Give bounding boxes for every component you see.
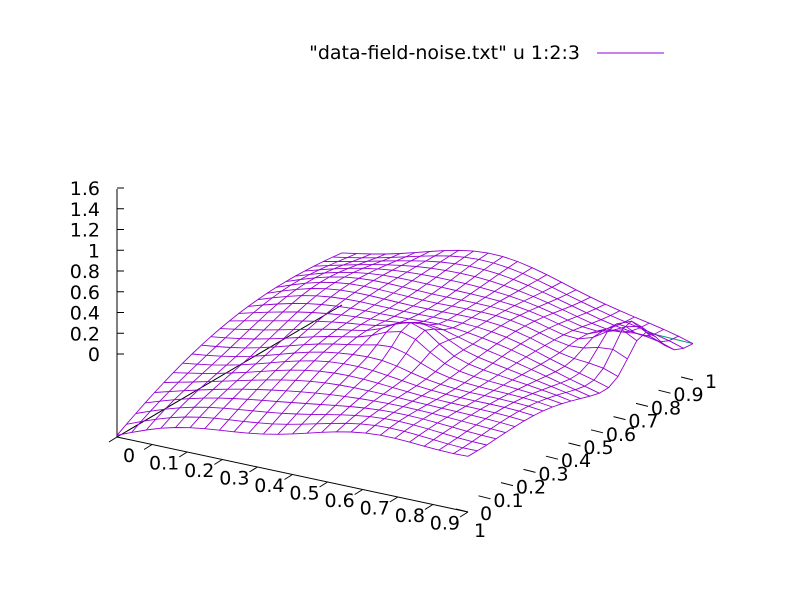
y-tick-mark [680, 376, 694, 381]
y-tick-mark [590, 429, 604, 434]
surface-line-y [201, 343, 553, 408]
tick-labels: 0 0.1 0.2 0.3 0.4 0.5 0.6 0.7 0.8 0.9 100.10.20.30… [70, 178, 717, 542]
z-tick-label: 0 [88, 344, 100, 366]
surface-line-y [182, 360, 534, 417]
z-tick-label: 0.2 [70, 323, 100, 345]
surface-line-y [238, 311, 591, 397]
surface-line-y [332, 255, 684, 349]
surface-line-y [116, 427, 469, 457]
y-tick-label: 0.4 [561, 450, 591, 472]
y-tick-label: 0.6 [606, 424, 636, 446]
x-tick-label: 1 [474, 520, 486, 542]
surface-line-y [191, 351, 544, 412]
x-tick-label: 0.6 [324, 490, 354, 512]
y-tick-label: 1 [705, 371, 717, 393]
y-tick-mark [545, 455, 559, 460]
y-tick-label: 0.2 [516, 477, 546, 499]
surface-line-y [126, 416, 478, 452]
y-tick-mark [635, 402, 649, 407]
x-tick-label: 0.3 [219, 468, 249, 490]
surface-line-y [276, 281, 628, 360]
surface-line-y [285, 276, 638, 342]
y-tick-mark [568, 442, 581, 447]
z-tick-label: 1.6 [70, 178, 100, 200]
x-tick-mark [284, 474, 293, 480]
surface-line-y [257, 295, 609, 389]
axes-frame [108, 187, 694, 518]
surface-line-y [341, 249, 694, 345]
legend-label: "data-field-noise.txt" u 1:2:3 [309, 42, 580, 64]
x-tick-label: 0.9 [430, 513, 460, 535]
z-tick-label: 0.4 [70, 303, 100, 325]
surface-line-x [453, 320, 679, 454]
z-tick-label: 1.2 [70, 220, 100, 242]
y-tick-mark [478, 495, 491, 500]
x-tick-label: 0.7 [360, 498, 390, 520]
x-tick-label: 0.5 [289, 483, 319, 505]
z-tick-label: 0.8 [70, 261, 100, 283]
surface-line-y [135, 406, 487, 446]
y-tick-label: 0.8 [651, 397, 681, 419]
surface-line-y [313, 264, 666, 346]
z-tick-label: 1.4 [70, 199, 100, 221]
x-tick-mark [389, 496, 399, 503]
y-tick-label: 0 [480, 503, 492, 525]
surface-line-y [323, 260, 675, 351]
x-tick-mark [354, 489, 363, 495]
surface-line-y [145, 397, 497, 440]
x-tick-label: 0.8 [395, 505, 425, 527]
surface-line-y [229, 320, 581, 400]
surface-line-y [304, 267, 656, 338]
legend: "data-field-noise.txt" u 1:2:3 [309, 42, 664, 64]
surface-line-x [321, 274, 548, 433]
x-tick-label: 0.1 [149, 453, 179, 475]
x-tick-mark [424, 504, 434, 510]
y-tick-label: 0.3 [538, 463, 568, 485]
y-tick-mark [613, 416, 626, 421]
x-tick-mark [143, 444, 153, 450]
y-tick-mark [523, 468, 536, 473]
z-tick-label: 1 [88, 240, 100, 262]
x-tick-mark [108, 436, 118, 443]
surface-line-y [210, 331, 562, 405]
z-tick-label: 0.6 [70, 282, 100, 304]
y-tick-mark [658, 389, 671, 394]
x-tick-mark [178, 451, 188, 458]
x-tick-label: 0.4 [254, 475, 284, 497]
x-tick-mark [214, 459, 223, 465]
x-tick-mark [319, 481, 328, 488]
y-axis-line [116, 304, 343, 438]
x-tick-label: 0.2 [184, 460, 214, 482]
surface-line-y [266, 288, 619, 377]
surface-line-y [173, 369, 525, 422]
x-tick-mark [249, 466, 258, 473]
surface-line-y [295, 271, 647, 335]
surface-line-y [163, 379, 516, 428]
y-tick-label: 0.1 [493, 490, 523, 512]
y-tick-label: 0.9 [673, 384, 703, 406]
surface-line-y [154, 388, 506, 434]
x-tick-label: 0 [123, 445, 135, 467]
y-tick-label: 0.7 [628, 411, 658, 433]
surface-mesh [116, 249, 694, 457]
x-tick-mark [459, 511, 469, 518]
y-tick-mark [500, 482, 514, 487]
y-tick-mark [455, 508, 469, 513]
y-tick-label: 0.5 [583, 437, 613, 459]
surface-line-y [248, 303, 600, 394]
